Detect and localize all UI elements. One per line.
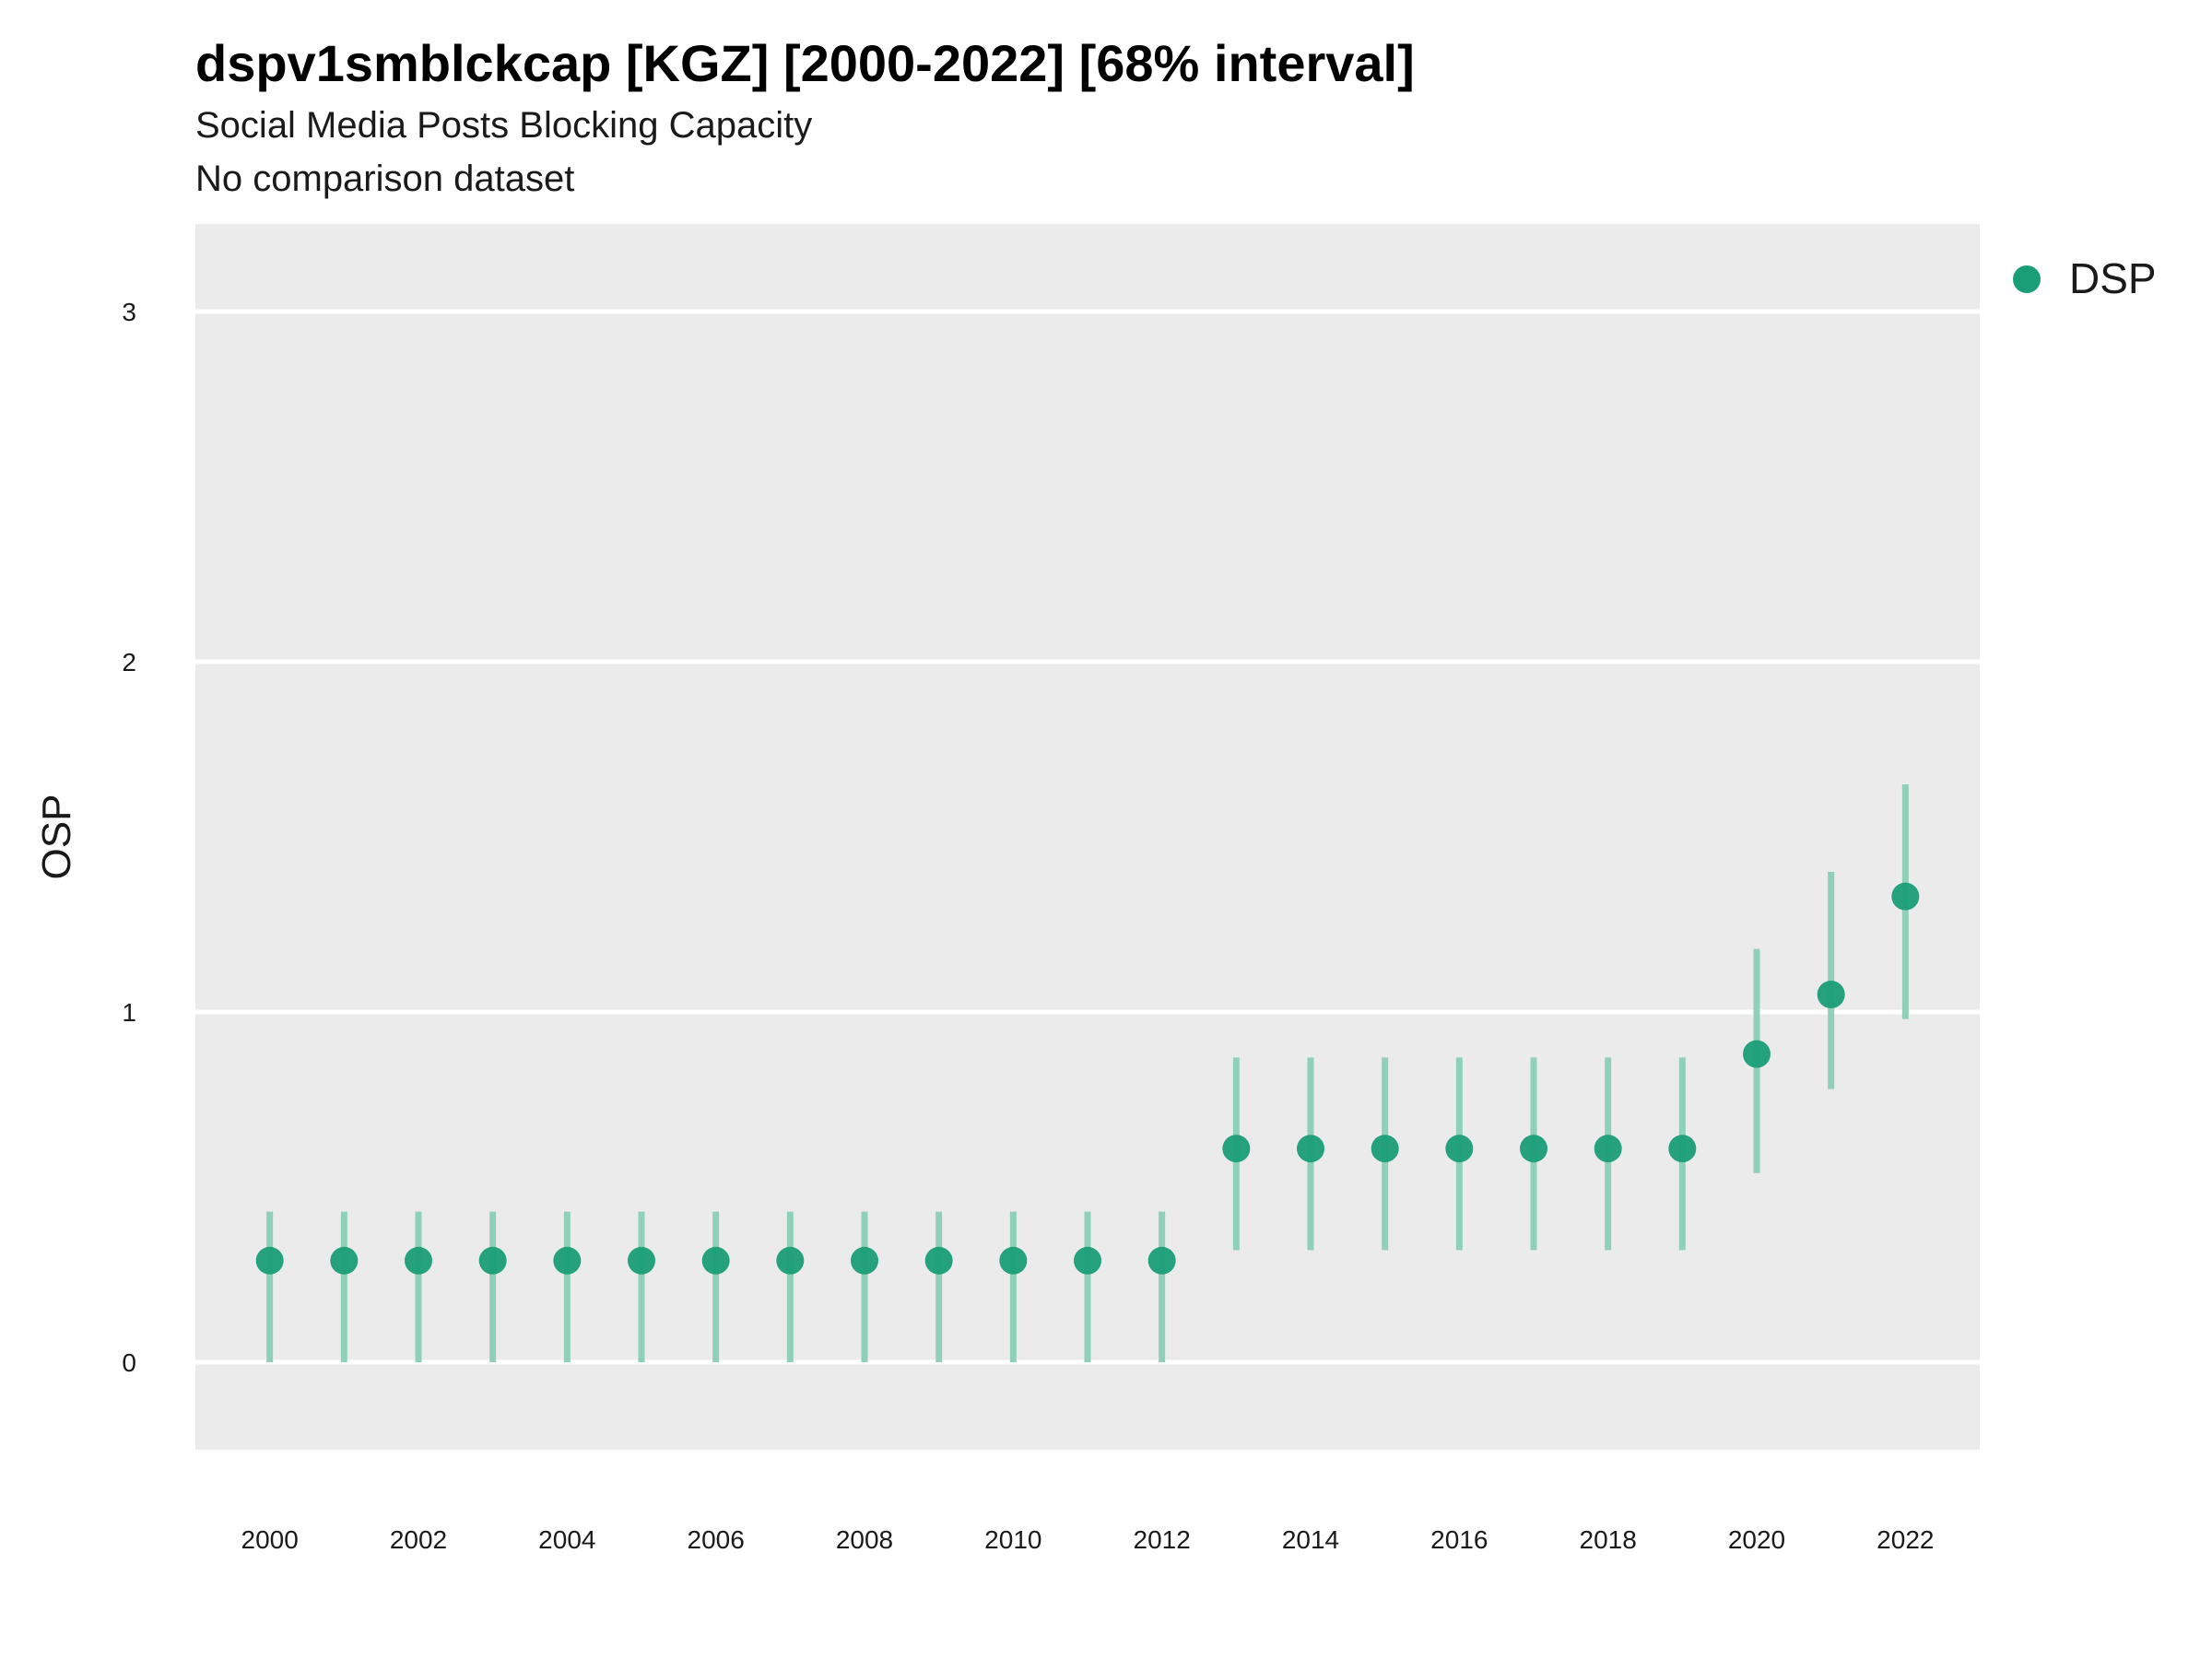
data-point xyxy=(851,1246,878,1275)
data-point xyxy=(776,1246,805,1275)
data-marks xyxy=(255,784,1920,1362)
data-point xyxy=(255,1246,284,1275)
data-point xyxy=(553,1246,582,1275)
y-tick-labels: 0 1 2 3 xyxy=(122,298,136,1377)
data-point xyxy=(1817,981,1845,1008)
data-point xyxy=(330,1246,359,1275)
legend-marker xyxy=(2013,265,2041,293)
legend-label-dsp: DSP xyxy=(2069,254,2157,302)
data-point xyxy=(478,1246,507,1275)
data-point xyxy=(1668,1135,1697,1163)
data-point xyxy=(1147,1246,1176,1275)
x-tick-label: 2004 xyxy=(538,1525,595,1554)
x-tick-label: 2022 xyxy=(1877,1525,1934,1554)
x-tick-label: 2018 xyxy=(1580,1525,1637,1554)
chart-subtitle: Social Media Posts Blocking Capacity xyxy=(195,105,813,146)
x-tick-label: 2008 xyxy=(836,1525,893,1554)
legend: DSP xyxy=(2013,254,2157,302)
data-point xyxy=(1594,1135,1622,1163)
x-tick-label: 2002 xyxy=(390,1525,447,1554)
y-tick-label: 3 xyxy=(122,298,136,326)
chart-comparison-note: No comparison dataset xyxy=(195,159,575,199)
data-point xyxy=(1222,1135,1251,1163)
x-tick-label: 2016 xyxy=(1430,1525,1488,1554)
data-point xyxy=(1891,882,1920,911)
y-axis-label: OSP xyxy=(34,794,79,880)
x-tick-label: 2006 xyxy=(688,1525,745,1554)
data-point xyxy=(1297,1135,1324,1163)
data-point xyxy=(1445,1135,1474,1163)
data-point xyxy=(1520,1135,1547,1163)
y-tick-label: 1 xyxy=(122,998,136,1027)
y-tick-label: 2 xyxy=(122,648,136,677)
data-point xyxy=(628,1246,655,1275)
x-tick-label: 2012 xyxy=(1134,1525,1191,1554)
data-point xyxy=(1074,1246,1101,1275)
data-point xyxy=(999,1246,1028,1275)
data-point xyxy=(701,1246,730,1275)
data-point xyxy=(405,1246,432,1275)
y-tick-label: 0 xyxy=(122,1348,136,1377)
x-tick-label: 2014 xyxy=(1282,1525,1339,1554)
data-point xyxy=(1371,1135,1399,1163)
x-tick-label: 2010 xyxy=(984,1525,1041,1554)
x-tick-labels: 2000 2002 2004 2006 2008 2010 2012 2014 2016 2018… xyxy=(241,1525,1935,1554)
data-point xyxy=(1743,1040,1771,1068)
chart-title: dspv1smblckcap [KGZ] [2000-2022] [68% in… xyxy=(195,34,1415,92)
x-tick-label: 2020 xyxy=(1728,1525,1785,1554)
x-tick-label: 2000 xyxy=(241,1525,299,1554)
data-point xyxy=(924,1246,953,1275)
